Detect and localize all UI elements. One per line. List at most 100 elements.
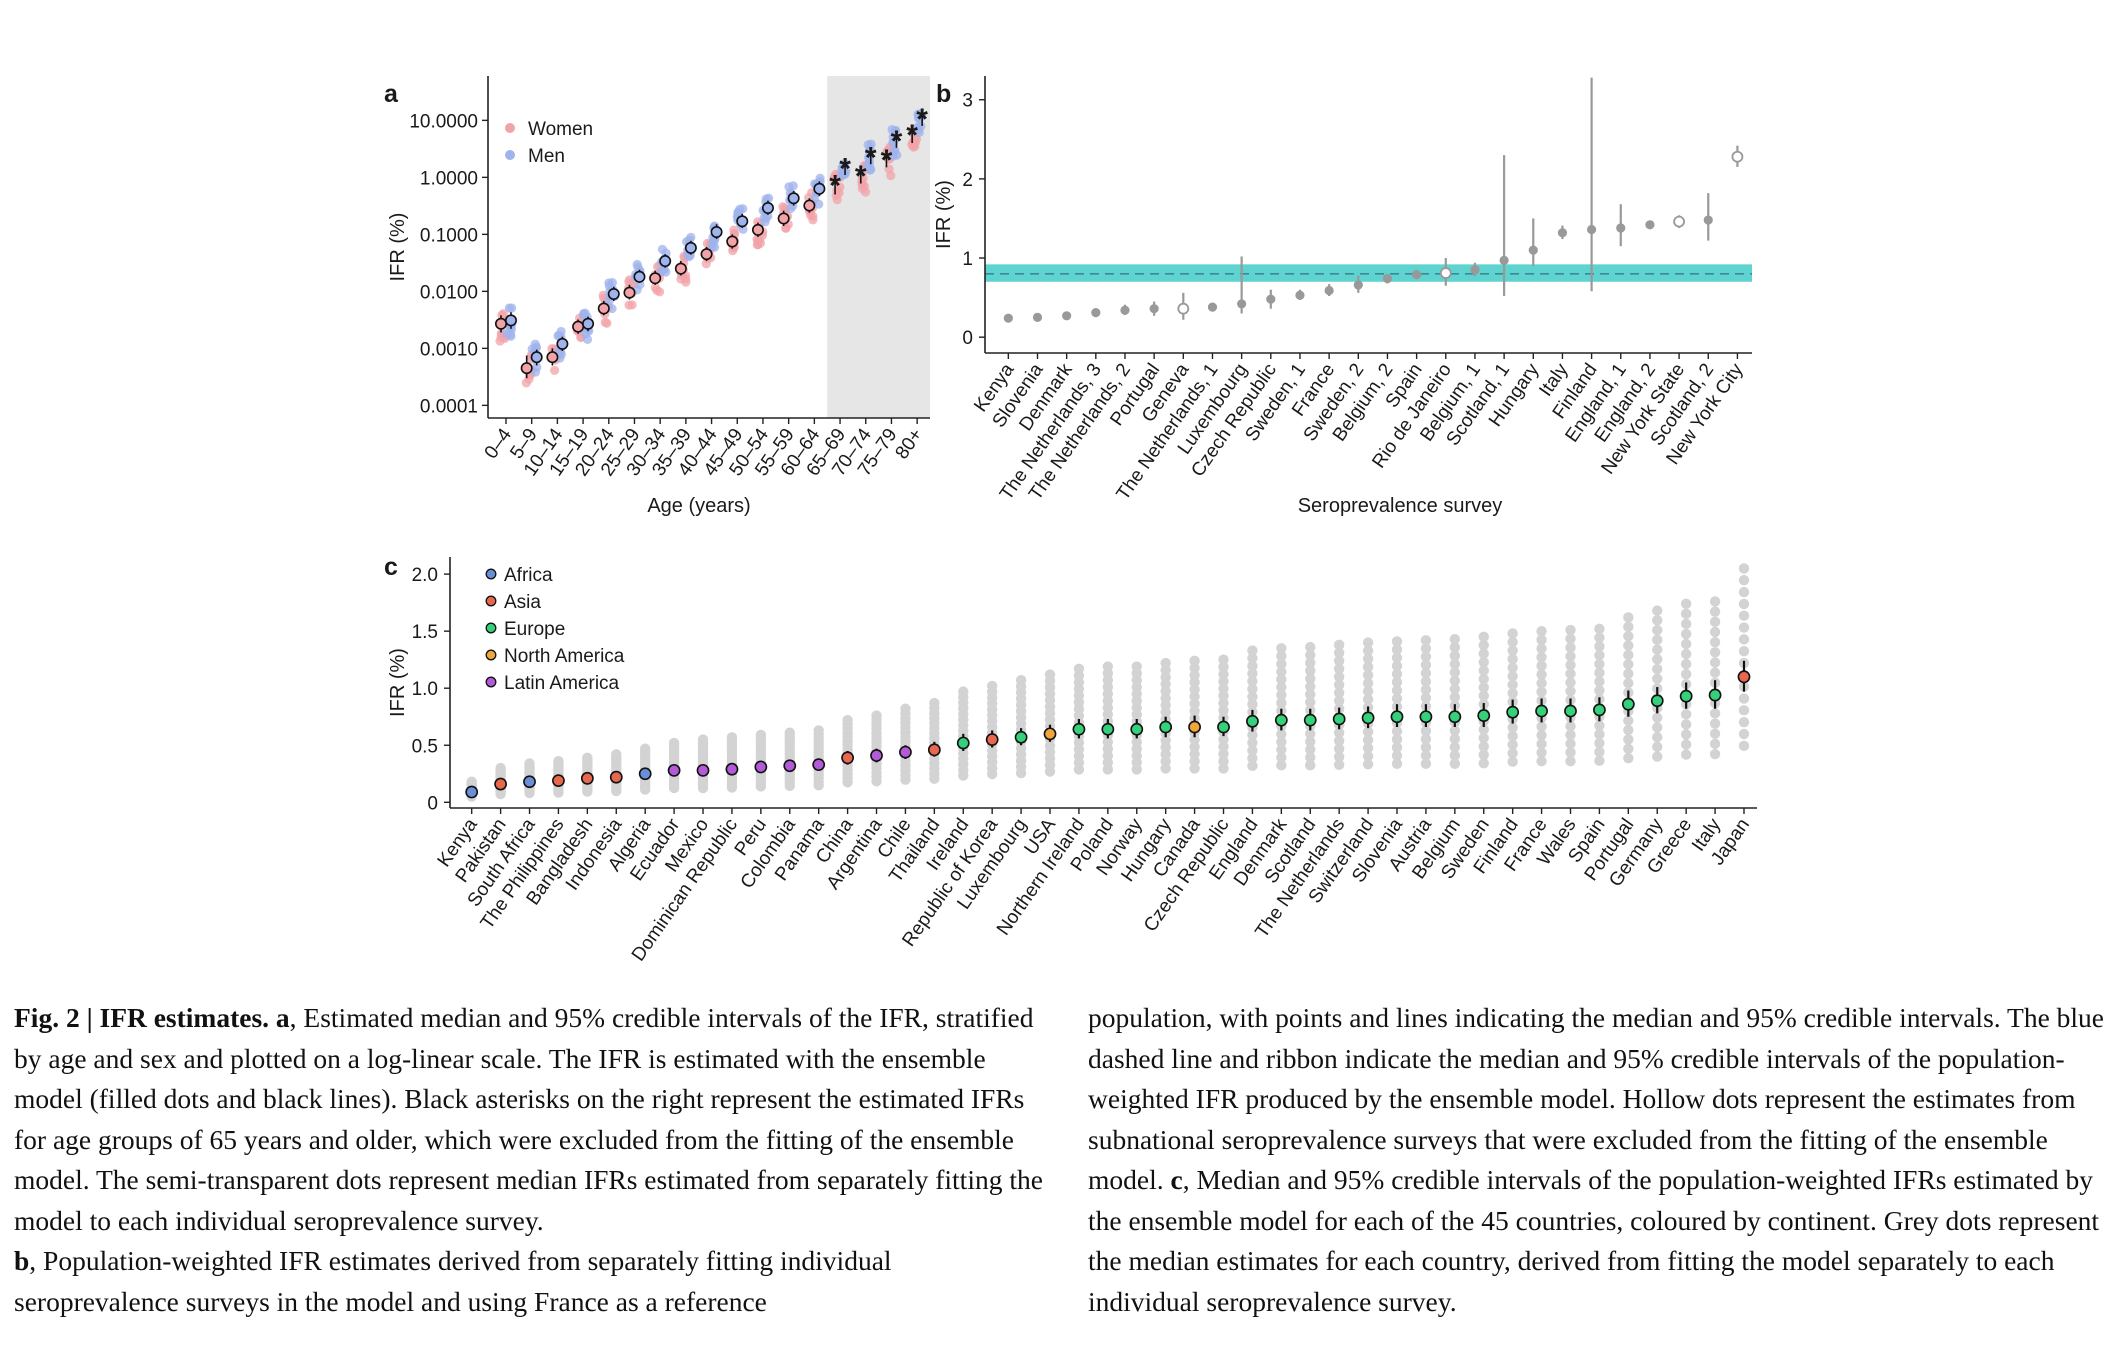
survey-median-dot [1738, 728, 1750, 740]
country-median-point [494, 777, 508, 791]
caption-paragraph-a: Fig. 2 | IFR estimates. a, Estimated med… [14, 998, 1044, 1241]
survey-median-dot [1276, 744, 1287, 755]
survey-median-dot [1218, 676, 1229, 687]
survey-median-dot [1507, 653, 1518, 665]
survey-median-dot [1565, 756, 1576, 767]
survey-median-dot [1247, 645, 1258, 656]
survey-point [1207, 302, 1218, 312]
survey-median-dot [1391, 725, 1403, 737]
y-tick-label: 1.0000 [420, 168, 478, 189]
survey-median-dot [1680, 749, 1692, 760]
survey-median-dot [1218, 705, 1229, 716]
survey-median-dot [1305, 697, 1316, 708]
survey-median-dot [1420, 758, 1432, 769]
y-tick-label: 1 [962, 249, 973, 270]
survey-median-dot [1276, 689, 1287, 701]
survey-point [1382, 274, 1393, 284]
median-point-men [761, 201, 774, 214]
survey-median-dot [1247, 729, 1258, 741]
survey-point [1237, 299, 1247, 309]
survey-median-dot [1305, 681, 1316, 692]
survey-median-dot [1189, 698, 1200, 710]
survey-median-dot [1333, 735, 1345, 747]
y-tick-label: 1.0 [412, 679, 438, 700]
survey-median-dot [1449, 692, 1461, 703]
survey-dot-women [860, 187, 871, 197]
survey-median-dot [1652, 624, 1663, 636]
survey-median-dot [1362, 742, 1374, 754]
survey-median-dot [1565, 677, 1576, 688]
survey-median-dot [1565, 642, 1576, 653]
survey-dot-women [624, 300, 634, 310]
survey-point [1149, 304, 1159, 314]
survey-median-dot [1709, 657, 1721, 668]
survey-point [1412, 270, 1422, 280]
country-median-point [783, 759, 797, 773]
legend-label: Africa [504, 565, 553, 586]
survey-dot-men [556, 326, 566, 337]
survey-median-dot [1623, 752, 1634, 764]
survey-median-dot [1709, 728, 1721, 739]
survey-median-dot [1218, 661, 1229, 673]
survey-median-dot [582, 752, 593, 763]
survey-median-dot [1449, 683, 1461, 695]
survey-median-dot [1247, 683, 1258, 695]
survey-median-dot [1507, 739, 1518, 750]
survey-median-dot [1305, 673, 1316, 684]
survey-median-dot [1449, 733, 1461, 745]
survey-median-dot [1738, 586, 1750, 598]
country-median-point [523, 775, 536, 789]
survey-median-dot [1623, 659, 1634, 670]
survey-median-dot [1160, 657, 1171, 669]
survey-median-dot [1305, 736, 1316, 747]
survey-dot-men [865, 143, 875, 154]
survey-median-dot [1276, 752, 1287, 763]
survey-median-dot [1362, 677, 1374, 689]
survey-median-dot [1623, 724, 1634, 736]
survey-median-dot [1391, 693, 1403, 704]
country-median-point [956, 736, 970, 750]
survey-median-dot [1218, 741, 1229, 752]
median-point-women [572, 320, 585, 333]
survey-dot-women [808, 215, 818, 225]
survey-median-dot [1478, 648, 1489, 659]
asterisk-estimate: * [881, 144, 893, 177]
survey-median-dot [1478, 656, 1489, 668]
survey-median-dot [1420, 684, 1432, 695]
median-point-men [710, 225, 723, 238]
survey-median-dot [1073, 663, 1085, 675]
survey-median-dot [1507, 671, 1518, 682]
country-median-point [985, 733, 999, 746]
caption-panel-ref: a [275, 1002, 290, 1033]
survey-median-dot [1333, 647, 1345, 659]
survey-median-dot [1333, 655, 1345, 667]
country-median-point [1246, 714, 1259, 728]
figure-caption-right: population, with points and lines indica… [1088, 998, 2118, 1322]
survey-median-dot [1247, 699, 1258, 710]
country-median-point [609, 770, 623, 784]
legend-label: Men [528, 146, 565, 167]
survey-median-dot [1478, 682, 1489, 693]
survey-median-dot [1738, 740, 1750, 752]
survey-median-dot [1623, 640, 1634, 651]
survey-point [1703, 215, 1713, 225]
survey-median-dot [1709, 616, 1721, 628]
survey-median-dot [1362, 669, 1374, 681]
survey-median-dot [1623, 631, 1634, 642]
caption-text: , Population-weighted IFR estimates deri… [14, 1245, 892, 1317]
survey-median-dot [1015, 675, 1027, 686]
asterisk-estimate: * [891, 125, 903, 158]
survey-median-dot [1652, 634, 1663, 646]
survey-median-dot [784, 727, 795, 738]
survey-median-dot [1680, 638, 1692, 650]
survey-median-dot [1189, 691, 1200, 702]
survey-median-dot [1478, 732, 1489, 744]
survey-median-dot [1189, 756, 1200, 767]
survey-median-dot [1131, 661, 1142, 672]
survey-median-dot [611, 749, 622, 760]
survey-median-dot [726, 732, 738, 743]
survey-median-dot [1594, 658, 1605, 670]
survey-median-dot [1652, 654, 1663, 665]
survey-median-dot [1536, 625, 1547, 637]
